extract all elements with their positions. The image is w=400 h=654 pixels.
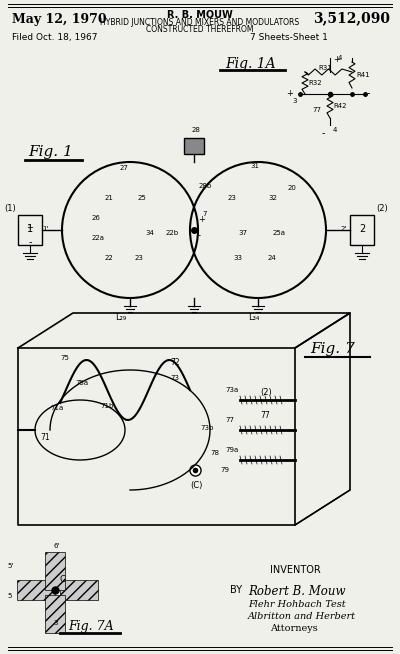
Text: 72: 72: [170, 358, 180, 367]
Text: -: -: [28, 237, 32, 247]
Text: 21: 21: [105, 195, 114, 201]
Text: BY: BY: [230, 585, 242, 595]
Text: 75: 75: [60, 355, 69, 361]
Text: 22b: 22b: [166, 230, 179, 236]
Text: 23: 23: [135, 255, 144, 261]
Text: 33: 33: [233, 255, 242, 261]
Text: 25: 25: [138, 195, 147, 201]
Text: Fig. 7A: Fig. 7A: [68, 620, 114, 633]
Text: L₂₉: L₂₉: [115, 313, 126, 322]
Text: 2': 2': [341, 226, 347, 232]
Text: 77: 77: [225, 417, 234, 423]
Text: CONSTRUCTED THEREFROM: CONSTRUCTED THEREFROM: [146, 25, 254, 34]
Text: Fig. 1: Fig. 1: [28, 145, 73, 159]
Text: 4: 4: [333, 127, 337, 133]
Text: +: +: [333, 56, 340, 65]
Text: 77: 77: [312, 107, 321, 113]
Text: L₃₄: L₃₄: [248, 313, 259, 322]
Text: (2): (2): [260, 388, 272, 397]
Text: 3: 3: [292, 98, 296, 104]
Text: 20: 20: [288, 185, 297, 191]
Text: Flehr Hohbach Test: Flehr Hohbach Test: [248, 600, 346, 609]
Text: 79a: 79a: [225, 447, 238, 453]
Text: (2): (2): [376, 204, 388, 213]
Text: 3,512,090: 3,512,090: [313, 11, 390, 25]
Text: 71a: 71a: [50, 405, 63, 411]
Text: +: +: [26, 223, 34, 232]
Bar: [45, 552, 65, 590]
Text: 71b: 71b: [100, 403, 113, 409]
Text: (1): (1): [4, 204, 16, 213]
Text: (C): (C): [190, 481, 202, 490]
Text: Robert B. Mouw: Robert B. Mouw: [248, 585, 346, 598]
Text: 6': 6': [53, 543, 59, 549]
Text: INVENTOR: INVENTOR: [270, 565, 320, 575]
Text: Attorneys: Attorneys: [270, 624, 318, 633]
Bar: [184, 138, 204, 154]
Text: 75a: 75a: [75, 380, 88, 386]
Bar: [18, 215, 42, 245]
Text: 1': 1': [42, 226, 48, 232]
Text: +: +: [198, 215, 205, 224]
Text: 73: 73: [170, 375, 179, 381]
Text: Filed Oct. 18, 1967: Filed Oct. 18, 1967: [12, 33, 98, 42]
Text: 28: 28: [192, 127, 201, 133]
Text: Fig. 1A: Fig. 1A: [225, 57, 276, 71]
Text: Albritton and Herbert: Albritton and Herbert: [248, 612, 356, 621]
Text: -: -: [198, 231, 201, 240]
Text: 4: 4: [338, 55, 342, 61]
Text: R31: R31: [318, 65, 332, 71]
Text: 5': 5': [7, 563, 13, 569]
Text: Fig. 7: Fig. 7: [310, 342, 355, 356]
Text: R. B. MOUW: R. B. MOUW: [167, 10, 233, 20]
Text: 79: 79: [220, 467, 229, 473]
Bar: [45, 595, 65, 633]
Text: 1: 1: [27, 224, 33, 234]
Text: 71: 71: [40, 433, 50, 442]
Text: C: C: [60, 575, 66, 584]
Text: 2: 2: [359, 224, 365, 234]
Text: May 12, 1970: May 12, 1970: [12, 13, 107, 26]
Text: +: +: [286, 90, 294, 99]
Text: 3: 3: [53, 620, 58, 626]
Text: 5: 5: [7, 593, 11, 599]
Text: -: -: [322, 128, 326, 138]
Text: HYBRID JUNCTIONS AND MIXERS AND MODULATORS: HYBRID JUNCTIONS AND MIXERS AND MODULATO…: [100, 18, 300, 27]
Bar: [60, 580, 98, 600]
Text: 37: 37: [238, 230, 247, 236]
Text: 23: 23: [228, 195, 237, 201]
Bar: [350, 215, 374, 245]
Text: 7 Sheets-Sheet 1: 7 Sheets-Sheet 1: [250, 33, 328, 42]
Bar: [17, 580, 55, 600]
Text: 34: 34: [145, 230, 154, 236]
Text: 7: 7: [202, 211, 206, 217]
Text: 77: 77: [260, 411, 270, 420]
Text: 22: 22: [105, 255, 114, 261]
Text: 24: 24: [268, 255, 277, 261]
Text: 25a: 25a: [273, 230, 286, 236]
Text: 26: 26: [92, 215, 101, 221]
Text: 73b: 73b: [200, 425, 213, 431]
Text: 31: 31: [250, 163, 259, 169]
Text: 78: 78: [210, 450, 219, 456]
Text: 73a: 73a: [225, 387, 238, 393]
Text: 22a: 22a: [92, 235, 105, 241]
Text: 28b: 28b: [199, 183, 212, 189]
Text: R42: R42: [333, 103, 346, 109]
Text: 32: 32: [268, 195, 277, 201]
Text: R32: R32: [308, 80, 322, 86]
Text: -: -: [367, 88, 370, 98]
Text: R41: R41: [356, 72, 370, 78]
Text: 27: 27: [120, 165, 129, 171]
